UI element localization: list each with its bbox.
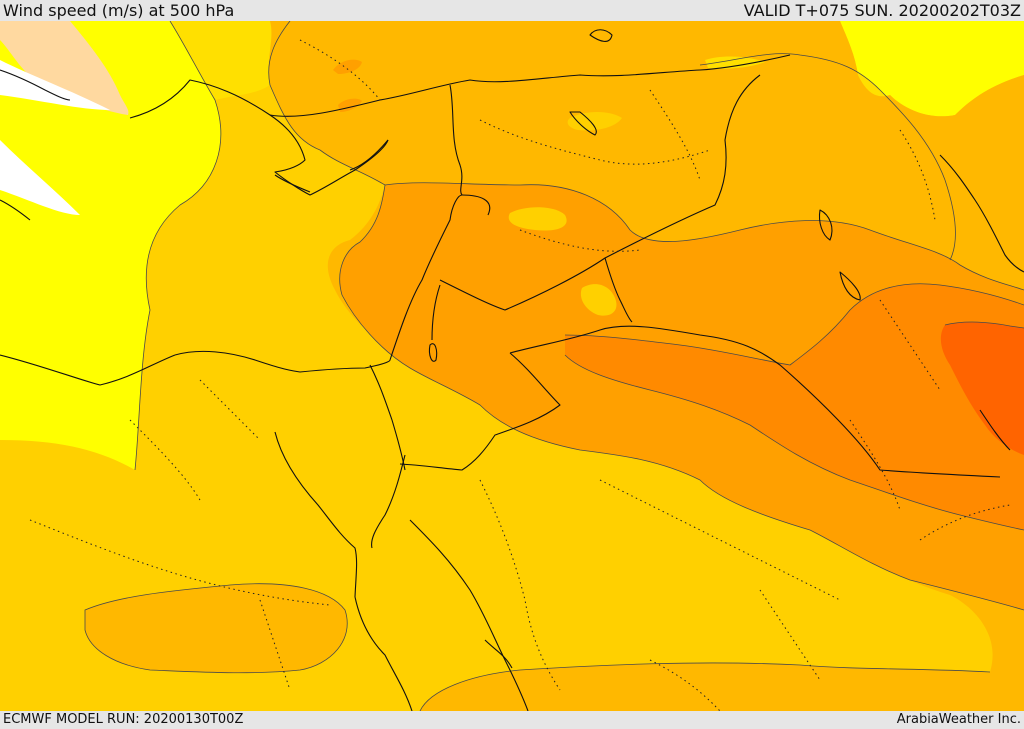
wind-speed-map[interactable] [0, 21, 1024, 711]
field-white-aegean [0, 60, 110, 110]
field-gold-pocket-4 [328, 462, 410, 497]
credit-label: ArabiaWeather Inc. [896, 712, 1021, 727]
field-red-orange [940, 322, 1024, 455]
contour-lines [84, 21, 1024, 711]
map-title: Wind speed (m/s) at 500 hPa [3, 1, 235, 20]
field-gold-pocket-1 [508, 207, 567, 231]
field-orange-blob-1 [333, 59, 362, 74]
field-gold-pocket-5 [418, 504, 470, 537]
field-yellow-west [0, 21, 221, 470]
field-white-nw [0, 140, 80, 215]
field-gold-pocket-2 [580, 284, 617, 316]
valid-time: VALID T+075 SUN. 20200202T03Z [743, 1, 1021, 20]
field-lightgold-blob [705, 56, 765, 69]
model-run-label: ECMWF MODEL RUN: 20200130T00Z [3, 712, 244, 727]
footer-bar: ECMWF MODEL RUN: 20200130T00Z ArabiaWeat… [0, 711, 1024, 729]
header-bar: Wind speed (m/s) at 500 hPa VALID T+075 … [0, 0, 1024, 21]
field-amber-south [85, 583, 348, 673]
field-lightgold-north [170, 21, 290, 100]
admin-boundaries [29, 39, 1011, 711]
field-gold-pocket-6 [517, 551, 610, 597]
field-peach-nw [0, 21, 129, 115]
country-borders [0, 54, 1001, 711]
field-yellow-northeast [840, 21, 1024, 117]
coastlines [0, 29, 1024, 711]
